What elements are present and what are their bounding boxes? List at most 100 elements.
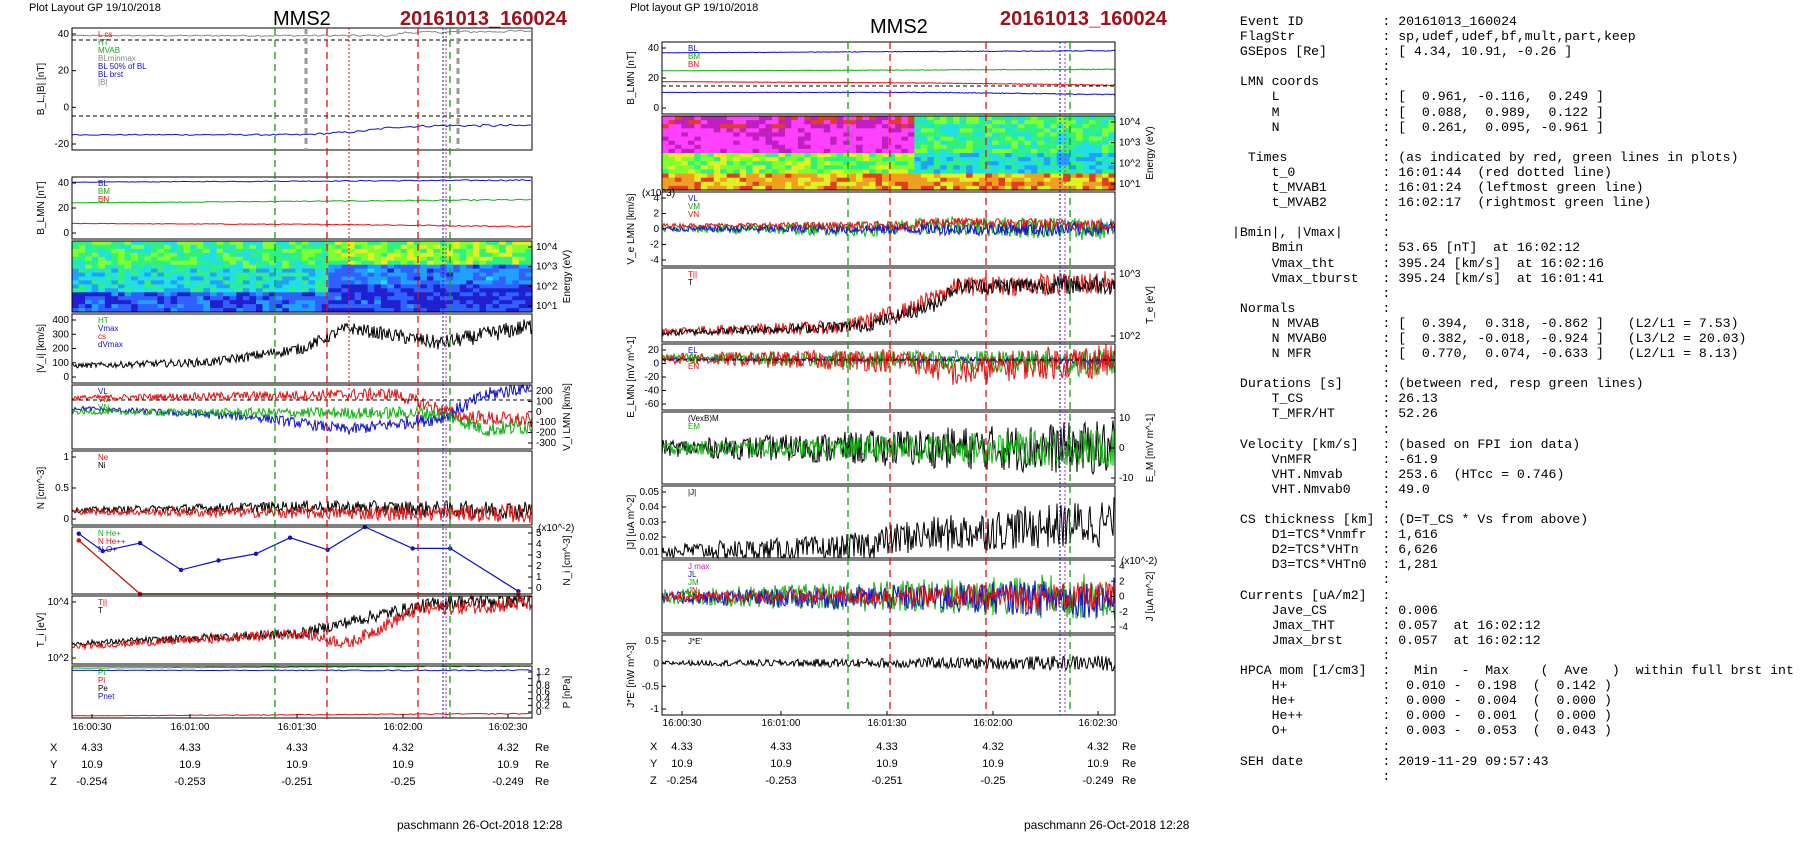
middle-ephem-value: 10.9	[982, 758, 1003, 770]
middle-jdote-ytick: 0.5	[645, 636, 659, 647]
middle-ephem-value: 10.9	[671, 758, 692, 770]
middle-e_spec-pixel	[895, 153, 903, 158]
middle-e_spec-pixel	[1043, 148, 1051, 154]
middle-e_spec-pixel	[959, 132, 967, 138]
middle-e_spec-pixel	[823, 165, 831, 170]
middle-e_spec-pixel	[785, 140, 793, 146]
left-ion_spec-pixel	[85, 241, 93, 246]
middle-e_spec-pixel	[1037, 153, 1045, 158]
middle-e_lmn-legend-entry: EM	[688, 354, 700, 363]
info-line: :	[1232, 361, 1391, 377]
middle-e_spec-pixel	[1024, 144, 1032, 150]
left-ion_spec-pixel	[394, 304, 402, 309]
left-ion_spec-pixel	[137, 300, 145, 305]
left-ion_spec-pixel	[288, 241, 297, 246]
left-ion_spec-pixel	[525, 308, 533, 313]
left-ion_spec-pixel	[420, 296, 428, 301]
left-ion_spec-pixel	[374, 241, 382, 246]
middle-e_spec-pixel	[1024, 165, 1032, 170]
left-ion_spec-pixel	[459, 260, 467, 266]
left-vi_lmn-ytick: 100	[536, 396, 553, 407]
middle-e_spec-pixel	[998, 169, 1006, 175]
left-ion_spec-pixel	[472, 248, 481, 254]
left-ion_spec-pixel	[150, 268, 159, 274]
middle-e_spec-pixel	[674, 144, 682, 150]
left-ion_spec-pixel	[111, 256, 119, 262]
left-ion_spec-pixel	[170, 284, 178, 289]
left-ni_hpca-series-point	[178, 567, 184, 573]
middle-e_spec-pixel	[940, 128, 948, 133]
middle-e_spec-pixel	[849, 181, 857, 187]
left-n-ylabel: N [cm^-3]	[36, 467, 47, 510]
middle-e_spec-pixel	[985, 173, 993, 179]
middle-e_spec-pixel	[1030, 173, 1038, 179]
left-ion_spec-pixel	[361, 276, 369, 281]
left-ion_spec-pixel	[394, 272, 402, 278]
left-ion_spec-pixel	[302, 268, 310, 274]
middle-e_spec-pixel	[849, 169, 857, 175]
left-ion_spec-pixel	[459, 252, 467, 258]
middle-e_spec-pixel	[707, 132, 715, 138]
left-ion_spec-pixel	[400, 241, 408, 246]
middle-e_spec-pixel	[895, 177, 903, 183]
left-ion_spec-pixel	[525, 292, 533, 297]
middle-e_spec-pixel	[720, 148, 728, 154]
left-ion_spec-pixel	[492, 244, 500, 250]
middle-e_spec-pixel	[791, 140, 799, 146]
left-ion_spec-pixel	[190, 248, 198, 254]
left-ion_spec-pixel	[374, 248, 382, 254]
middle-e_spec-pixel	[1024, 124, 1032, 129]
middle-te-ytick: 10^2	[1119, 331, 1141, 342]
middle-e_spec-pixel	[888, 153, 896, 158]
left-ion_spec-pixel	[354, 308, 362, 313]
middle-e_spec-pixel	[1108, 173, 1116, 179]
left-ion_spec-pixel	[183, 272, 191, 278]
left-ion_spec-pixel	[118, 244, 126, 250]
middle-e_spec-pixel	[1076, 157, 1084, 162]
middle-e_lmn-ytick: 20	[648, 345, 660, 356]
left-ion_spec-pixel	[282, 280, 290, 285]
middle-e_spec-pixel	[979, 177, 987, 183]
middle-e_spec-pixel	[752, 161, 760, 166]
left-ion_spec-pixel	[72, 256, 80, 262]
left-ion_spec-pixel	[459, 300, 467, 305]
left-vi_lmn-frame	[71, 384, 533, 450]
middle-e_spec-pixel	[1082, 116, 1090, 121]
left-ion_spec-pixel	[400, 272, 408, 278]
middle-e_spec-pixel	[882, 128, 890, 133]
left-ion_spec-pixel	[512, 280, 520, 285]
middle-e_spec-pixel	[1043, 153, 1051, 158]
middle-e_spec-pixel	[933, 148, 941, 154]
middle-e_spec-ytick: 10^2	[1119, 158, 1141, 169]
middle-e_spec-pixel	[830, 120, 838, 125]
left-ion_spec-pixel	[420, 304, 428, 309]
left-ion_spec-pixel	[229, 241, 237, 246]
middle-e_spec-pixel	[1095, 132, 1103, 138]
left-ephem-value: 10.9	[81, 759, 102, 771]
middle-e_spec-pixel	[966, 173, 974, 179]
middle-e_spec-pixel	[1076, 173, 1084, 179]
left-ion_spec-pixel	[400, 288, 408, 293]
middle-e_spec-pixel	[746, 120, 754, 125]
middle-e_spec-pixel	[720, 120, 728, 125]
left-ion_spec-pixel	[150, 260, 159, 266]
middle-e_spec-pixel	[933, 124, 941, 129]
left-ion_spec-pixel	[275, 304, 283, 309]
left-ion_spec-pixel	[486, 288, 494, 293]
left-ion_spec-pixel	[144, 284, 152, 289]
middle-e_spec-pixel	[687, 120, 695, 125]
middle-e_spec-pixel	[882, 177, 890, 183]
left-ion_spec-pixel	[295, 241, 303, 246]
left-ion_spec-pixel	[492, 292, 500, 297]
left-ion_spec-pixel	[334, 264, 343, 270]
middle-e_spec-pixel	[797, 181, 805, 187]
middle-e_spec-pixel	[920, 165, 928, 170]
left-ion_spec-pixel	[288, 308, 297, 313]
left-ion_spec-pixel	[321, 304, 329, 309]
middle-e_spec-ytick: 10^1	[1119, 179, 1141, 190]
left-ion_spec-pixel	[486, 308, 494, 313]
left-ion_spec-pixel	[492, 300, 500, 305]
left-ion_spec-pixel	[118, 260, 126, 266]
middle-e_spec-pixel	[836, 144, 844, 150]
left-ion_spec-pixel	[131, 284, 139, 289]
